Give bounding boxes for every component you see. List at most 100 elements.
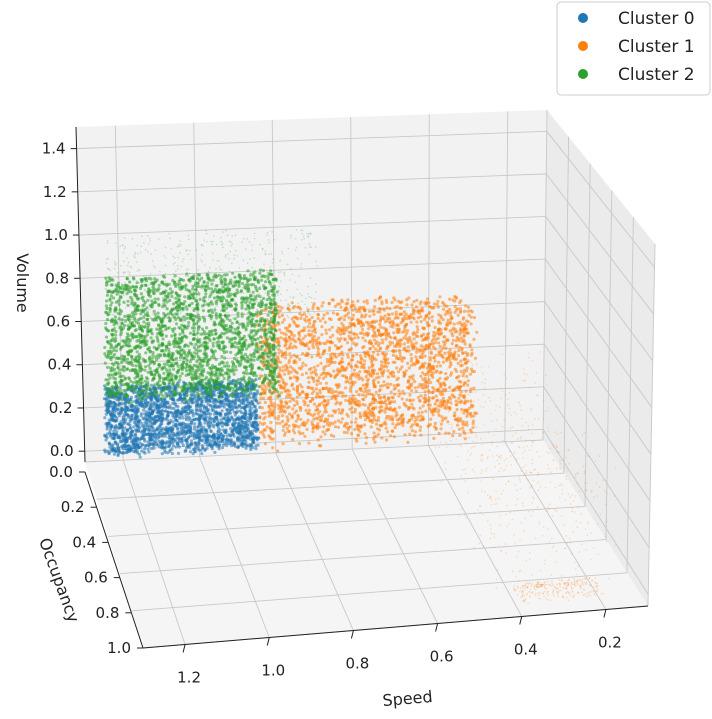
data-point: [441, 340, 446, 344]
data-point: [139, 430, 143, 434]
data-point: [479, 437, 482, 440]
data-point: [169, 418, 173, 422]
data-point: [385, 357, 389, 361]
data-point: [287, 405, 291, 409]
data-point: [223, 422, 228, 426]
data-point: [292, 353, 296, 357]
data-point: [317, 376, 321, 380]
data-point: [121, 401, 125, 406]
data-point: [154, 419, 158, 423]
grid-line-floor-occupancy: [108, 505, 586, 537]
data-point: [360, 331, 364, 335]
data-point: [307, 385, 311, 389]
data-point: [197, 436, 201, 440]
data-point: [396, 323, 400, 328]
data-point: [225, 397, 229, 401]
data-point: [353, 401, 357, 405]
data-point: [473, 546, 476, 549]
data-point: [279, 391, 284, 395]
data-point: [294, 370, 298, 374]
data-point: [456, 361, 460, 365]
data-point: [234, 421, 238, 425]
data-point: [193, 425, 197, 429]
data-point: [383, 364, 387, 368]
data-point: [406, 379, 410, 383]
data-point: [435, 369, 439, 373]
data-point: [530, 471, 532, 474]
data-point: [307, 329, 311, 333]
data-point: [576, 526, 579, 528]
data-point: [420, 410, 424, 414]
data-point: [256, 443, 260, 447]
data-point: [241, 439, 245, 443]
data-point: [421, 365, 425, 369]
data-point: [414, 389, 418, 393]
data-point: [514, 484, 517, 486]
data-point: [444, 377, 448, 381]
data-point: [415, 418, 419, 422]
data-point: [358, 310, 362, 314]
data-point: [189, 430, 193, 434]
data-point: [531, 484, 533, 487]
data-point: [465, 374, 469, 378]
data-point: [431, 390, 435, 395]
data-point: [520, 596, 522, 598]
data-point: [457, 354, 461, 358]
grid-line-side-volume: [545, 216, 654, 362]
data-point: [468, 343, 472, 347]
data-point: [463, 357, 467, 361]
data-point: [489, 449, 491, 451]
data-point: [227, 432, 231, 437]
data-point: [351, 317, 355, 321]
data-point: [354, 437, 358, 441]
data-point: [184, 416, 188, 420]
data-point: [555, 561, 558, 563]
data-point: [207, 434, 212, 438]
data-point: [350, 365, 354, 369]
data-point: [113, 406, 117, 410]
data-point: [303, 400, 307, 405]
data-point: [303, 434, 307, 438]
data-point: [574, 495, 577, 497]
data-point: [298, 393, 302, 397]
data-point: [451, 426, 453, 429]
data-point: [546, 510, 548, 512]
data-point: [291, 438, 295, 442]
data-point: [410, 402, 414, 406]
data-point: [419, 320, 423, 324]
data-point: [115, 416, 119, 420]
data-point: [279, 384, 283, 388]
data-point: [477, 399, 480, 401]
data-point: [158, 445, 162, 449]
data-point: [327, 302, 331, 306]
data-point: [390, 415, 394, 419]
data-point: [287, 358, 291, 363]
data-point: [463, 342, 467, 346]
data-point: [514, 541, 516, 544]
data-point: [412, 300, 416, 304]
data-point: [263, 428, 267, 432]
data-point: [332, 390, 336, 394]
data-point: [459, 336, 463, 340]
data-point: [432, 330, 436, 334]
data-point: [208, 443, 212, 447]
data-point: [487, 520, 489, 522]
data-point: [438, 351, 442, 355]
data-point: [281, 320, 285, 324]
data-point: [553, 595, 555, 597]
data-point: [201, 438, 205, 442]
data-point: [368, 392, 372, 396]
data-point: [513, 411, 515, 413]
data-point: [434, 394, 438, 398]
data-point: [345, 341, 350, 345]
data-point: [198, 414, 202, 418]
data-point: [197, 403, 201, 407]
data-point: [408, 314, 412, 318]
data-point: [569, 503, 572, 505]
data-point: [417, 411, 421, 415]
data-point: [345, 426, 349, 430]
data-point: [109, 433, 113, 437]
data-point: [261, 422, 265, 426]
data-point: [139, 401, 143, 405]
data-point: [333, 344, 337, 348]
